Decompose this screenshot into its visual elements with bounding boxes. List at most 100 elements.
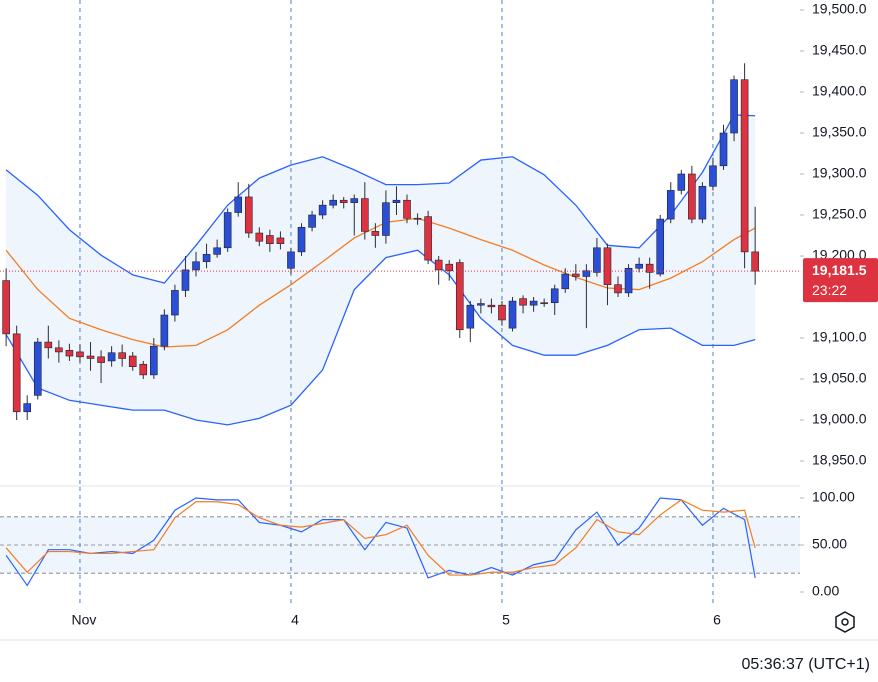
candle-body [751, 251, 759, 272]
candle-body [603, 247, 612, 285]
candle-body [139, 363, 148, 376]
candle-body [519, 298, 527, 306]
candle-body [65, 349, 74, 357]
candle-body [128, 355, 137, 367]
y-tick-label: 19,300.0 [812, 165, 867, 181]
candle-body [572, 273, 580, 277]
clock: 05:36:37 (UTC+1) [741, 656, 870, 673]
candle-body [645, 263, 654, 273]
settings-icon[interactable] [835, 611, 855, 633]
candle-body [624, 267, 633, 294]
candle-body [2, 280, 10, 335]
y-tick-label: 19,050.0 [812, 370, 867, 386]
candle-body [361, 198, 369, 232]
candle-body [297, 226, 306, 253]
candle-body [255, 232, 264, 242]
candle-body [318, 204, 327, 216]
last-price-box [803, 258, 878, 303]
candle-body [445, 263, 454, 272]
y-tick-label: 19,400.0 [812, 83, 867, 99]
candle-body [740, 79, 749, 253]
candle-body [666, 190, 675, 220]
band-fill [6, 114, 756, 425]
candle-body [97, 356, 105, 363]
band-upper [5, 114, 756, 284]
candle-body [308, 214, 316, 228]
candle-body [424, 216, 432, 261]
candle-body [540, 302, 548, 305]
candle-body [223, 212, 232, 249]
candle-body [33, 341, 42, 396]
candle-body [635, 263, 643, 269]
candle-body [181, 269, 190, 291]
candle-body [529, 300, 538, 306]
candle-body [709, 165, 717, 187]
last-price-label: 19,181.5 [812, 262, 867, 278]
candle-body [150, 345, 158, 376]
candle-body [266, 235, 274, 244]
candle-body [593, 247, 601, 273]
oscillator-line [5, 497, 756, 587]
oscillator-line [5, 499, 756, 576]
y-tick-label: 19,450.0 [812, 42, 867, 58]
candle-body [487, 304, 496, 308]
candle-body [455, 262, 464, 331]
candle-body [698, 185, 707, 220]
x-tick-label: Nov [72, 612, 97, 628]
candle-body [582, 270, 591, 277]
y-tick-label: 50.00 [812, 536, 847, 552]
candle-body [382, 202, 390, 236]
x-tick-label: 5 [502, 612, 510, 628]
y-tick-label: 18,950.0 [812, 452, 867, 468]
candle-body [688, 173, 696, 220]
candle-body [213, 247, 221, 255]
candle-body [192, 261, 200, 271]
candle-body [202, 254, 211, 263]
plot-layer: 19,500.0 19,450.0 19,400.0 19,350.0 19,300.0… [0, 0, 878, 628]
candle-body [350, 198, 359, 203]
candle-body [730, 79, 738, 134]
settings-dot[interactable] [841, 618, 849, 626]
countdown-label: 23:22 [812, 282, 847, 298]
candle-body [392, 199, 401, 203]
candle-body [23, 403, 32, 413]
candle-body [329, 199, 337, 206]
band-lower [5, 249, 756, 426]
y-tick-label: 19,500.0 [812, 1, 867, 17]
candle-body [171, 290, 179, 316]
x-tick-label: 6 [713, 612, 721, 628]
candle-body [276, 237, 285, 244]
y-tick-label: 19,100.0 [812, 329, 867, 345]
settings-hexagon[interactable] [835, 611, 855, 633]
candle-body [76, 351, 84, 358]
y-tick-label: 19,000.0 [812, 411, 867, 427]
candle-body [160, 314, 169, 347]
candle-body [656, 218, 665, 275]
y-tick-label: 0.00 [812, 583, 839, 599]
candle-body [44, 341, 53, 349]
candle-body [107, 352, 116, 362]
candle-body [118, 352, 126, 359]
candle-body [719, 132, 728, 167]
candle-body [477, 303, 485, 306]
candle-body [498, 304, 506, 321]
candle-body [413, 217, 422, 220]
y-tick-label: 19,250.0 [812, 206, 867, 222]
candle-body [86, 355, 95, 359]
candle-body [550, 288, 559, 304]
candle-body [55, 347, 63, 353]
candle-body [12, 333, 21, 413]
candle-body [508, 300, 517, 329]
candle-body [244, 196, 253, 234]
candle-body [339, 199, 348, 203]
candle-body [287, 251, 295, 269]
x-tick-label: 4 [291, 612, 299, 628]
candle-body [466, 304, 475, 329]
candle-body [371, 231, 380, 236]
candle-body [403, 199, 411, 219]
y-tick-label: 100.00 [812, 489, 855, 505]
y-tick-label: 19,350.0 [812, 124, 867, 140]
candle-body [677, 173, 686, 191]
candle-body [434, 259, 443, 271]
